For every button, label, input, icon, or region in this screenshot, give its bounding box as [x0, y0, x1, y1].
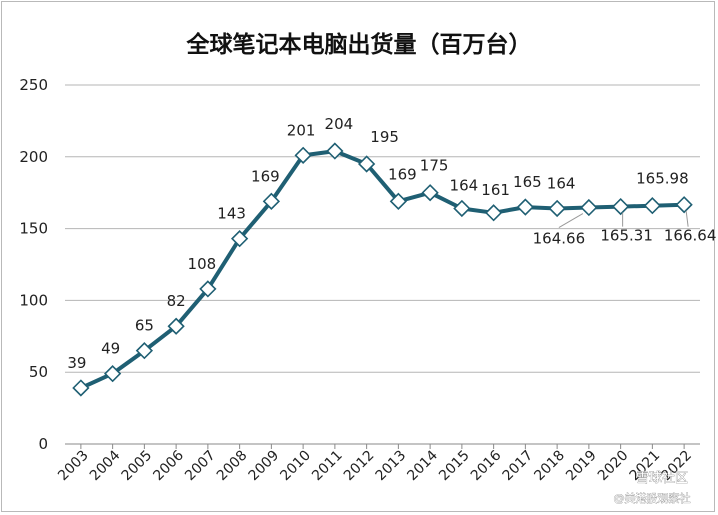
- x-tick-label: 2014: [404, 447, 441, 484]
- data-label: 108: [188, 255, 217, 273]
- y-tick-label: 250: [19, 76, 48, 94]
- series-line: [80, 149, 685, 390]
- x-tick-label: 2010: [277, 448, 314, 485]
- data-label: 49: [101, 340, 120, 358]
- y-tick-label: 200: [19, 148, 48, 166]
- data-point-marker: [643, 197, 662, 215]
- data-label: 143: [217, 205, 246, 223]
- data-point-marker: [357, 155, 376, 173]
- data-label: 165: [513, 173, 542, 191]
- data-point-marker: [611, 197, 630, 216]
- y-tick-label: 50: [29, 363, 48, 381]
- x-tick-label: 2017: [500, 448, 537, 485]
- x-tick-label: 2012: [341, 448, 378, 485]
- data-label: 164: [547, 174, 576, 192]
- data-label: 175: [420, 157, 449, 175]
- x-tick-label: 2004: [87, 447, 124, 484]
- data-point-marker: [167, 317, 185, 335]
- data-point-marker: [135, 342, 154, 360]
- data-point-marker: [262, 192, 281, 210]
- data-point-marker: [548, 199, 566, 218]
- x-tick-label: 2013: [373, 448, 410, 485]
- x-tick-label: 2006: [150, 447, 187, 484]
- data-label: 204: [325, 115, 354, 133]
- data-point-marker: [675, 196, 693, 214]
- x-tick-label: 2003: [55, 448, 92, 485]
- data-label: 165.98: [636, 170, 689, 188]
- data-label: 164.66: [533, 230, 586, 248]
- grid-lines: [65, 84, 700, 445]
- data-point-marker: [389, 192, 408, 210]
- data-label: 165.31: [600, 227, 653, 245]
- chart-title: 全球笔记本电脑出货量（百万台）: [186, 31, 532, 58]
- watermark: 雪球社区 @美港股观察社: [613, 470, 691, 506]
- data-label: 161: [481, 181, 510, 199]
- x-tick-label: 2019: [563, 448, 600, 485]
- data-point-marker: [72, 379, 90, 397]
- x-tick-label: 2020: [595, 448, 632, 485]
- data-point-marker: [199, 280, 217, 298]
- data-label: 164: [450, 176, 479, 194]
- data-label: 82: [167, 292, 186, 310]
- x-tick-label: 2011: [309, 448, 346, 485]
- data-point-marker: [103, 365, 122, 383]
- data-label: 65: [135, 317, 154, 335]
- x-tick-label: 2008: [214, 448, 251, 485]
- data-point-marker: [516, 198, 535, 216]
- y-tick-label: 150: [19, 220, 48, 238]
- data-point-marker: [326, 142, 344, 160]
- data-point-marker: [453, 199, 471, 218]
- data-label: 201: [287, 121, 316, 139]
- watermark-handle: @美港股观察社: [614, 491, 691, 505]
- data-point-marker: [421, 184, 439, 202]
- data-label: 169: [388, 165, 417, 183]
- data-point-marker: [294, 146, 312, 164]
- data-label: 39: [67, 354, 86, 372]
- data-point-marker: [580, 198, 598, 217]
- data-point-marker: [484, 204, 503, 222]
- x-tick-label: 2009: [246, 448, 283, 485]
- watermark-text: 雪球社区: [636, 470, 688, 486]
- y-tick-label: 0: [38, 435, 48, 453]
- x-tick-label: 2016: [468, 447, 505, 484]
- x-tick-label: 2018: [531, 448, 568, 485]
- data-label: 166.64: [664, 227, 716, 245]
- x-axis: 2003200420052006200720082009201020112012…: [55, 444, 695, 484]
- label-leader-line: [685, 210, 689, 227]
- y-tick-label: 100: [19, 291, 48, 309]
- x-tick-label: 2015: [436, 448, 473, 485]
- series-line-group: [72, 142, 693, 397]
- x-tick-label: 2007: [182, 448, 219, 485]
- label-leader-line: [558, 213, 584, 228]
- data-point-marker: [230, 230, 249, 248]
- x-tick-label: 2005: [119, 448, 156, 485]
- data-label: 169: [251, 167, 280, 185]
- y-axis: 0 50 100 150 200 250: [19, 76, 48, 453]
- data-label: 195: [370, 128, 399, 146]
